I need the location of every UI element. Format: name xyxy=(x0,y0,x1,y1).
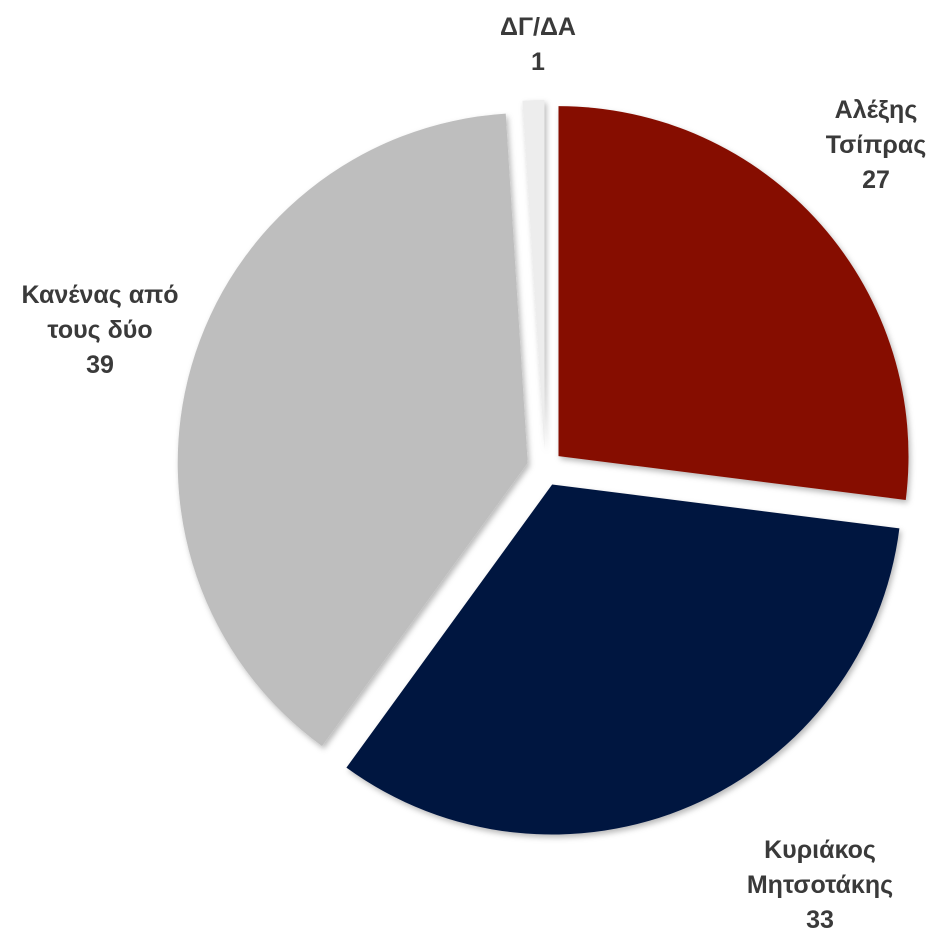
slice-category-text: Κυριάκος xyxy=(764,836,876,864)
slice-category-text: Μητσοτάκης xyxy=(747,871,893,899)
pie-slice-1 xyxy=(558,106,909,500)
slice-category-text: Αλέξης xyxy=(835,96,918,124)
slice-category-text: ΔΓ/ΔΑ xyxy=(500,13,576,41)
pie-slice-2 xyxy=(346,484,900,835)
slice-label-3: Κανένας από τους δύο 39 xyxy=(21,281,178,379)
pie-slices xyxy=(177,100,909,835)
slice-value-text: 1 xyxy=(531,48,545,76)
slice-category-text: τους δύο xyxy=(47,316,152,344)
slice-value-text: 27 xyxy=(862,166,890,194)
slice-label-2: Κυριάκος Μητσοτάκης 33 xyxy=(747,836,893,934)
slice-value-text: 39 xyxy=(86,351,114,379)
slice-category-text: Τσίπρας xyxy=(826,131,926,159)
pie-labels: Αλέξης Τσίπρας 27 Κυριάκος Μητσοτάκης 33 Κανέν… xyxy=(21,13,926,934)
slice-value-text: 33 xyxy=(806,906,834,934)
slice-label-1: Αλέξης Τσίπρας 27 xyxy=(826,96,926,194)
slice-category-text: Κανένας από xyxy=(21,281,178,309)
pie-slice-3 xyxy=(177,113,528,747)
pie-slice-4 xyxy=(522,100,545,451)
slice-label-4: ΔΓ/ΔΑ 1 xyxy=(500,13,576,76)
